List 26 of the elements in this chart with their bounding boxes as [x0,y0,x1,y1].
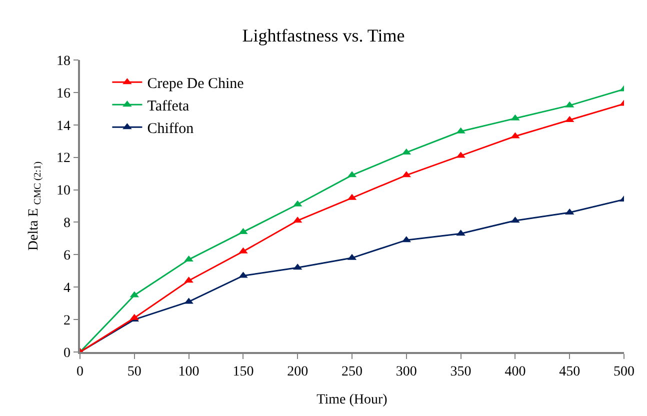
y-tick-label: 8 [63,216,70,232]
x-tick-label: 400 [504,364,526,380]
y-tick-label: 12 [56,151,70,166]
x-tick-label: 150 [232,364,254,380]
y-tick-label: 2 [63,313,70,328]
x-tick-label: 200 [287,364,308,380]
legend-label: Chiffon [147,120,194,137]
y-tick-label: 18 [56,54,70,69]
x-tick-label: 50 [127,364,142,380]
x-tick-label: 250 [342,364,362,380]
y-tick-label: 16 [56,86,70,102]
legend-label: Crepe De Chine [147,76,244,92]
x-tick-label: 450 [559,364,580,380]
x-tick-label: 300 [396,364,417,380]
x-tick-label: 500 [614,364,634,380]
y-tick-label: 14 [56,118,70,134]
x-tick-label: 100 [178,364,200,380]
x-axis-title: Time (Hour) [316,392,388,408]
y-tick-label: 0 [63,346,70,361]
legend-label: Taffeta [147,98,190,114]
y-tick-label: 4 [63,281,70,296]
x-tick-label: 350 [450,364,472,380]
y-tick-label: 6 [63,248,70,264]
y-tick-label: 10 [56,184,70,199]
x-tick-label: 0 [76,364,84,380]
chart-title: Lightfastness vs. Time [242,26,405,46]
